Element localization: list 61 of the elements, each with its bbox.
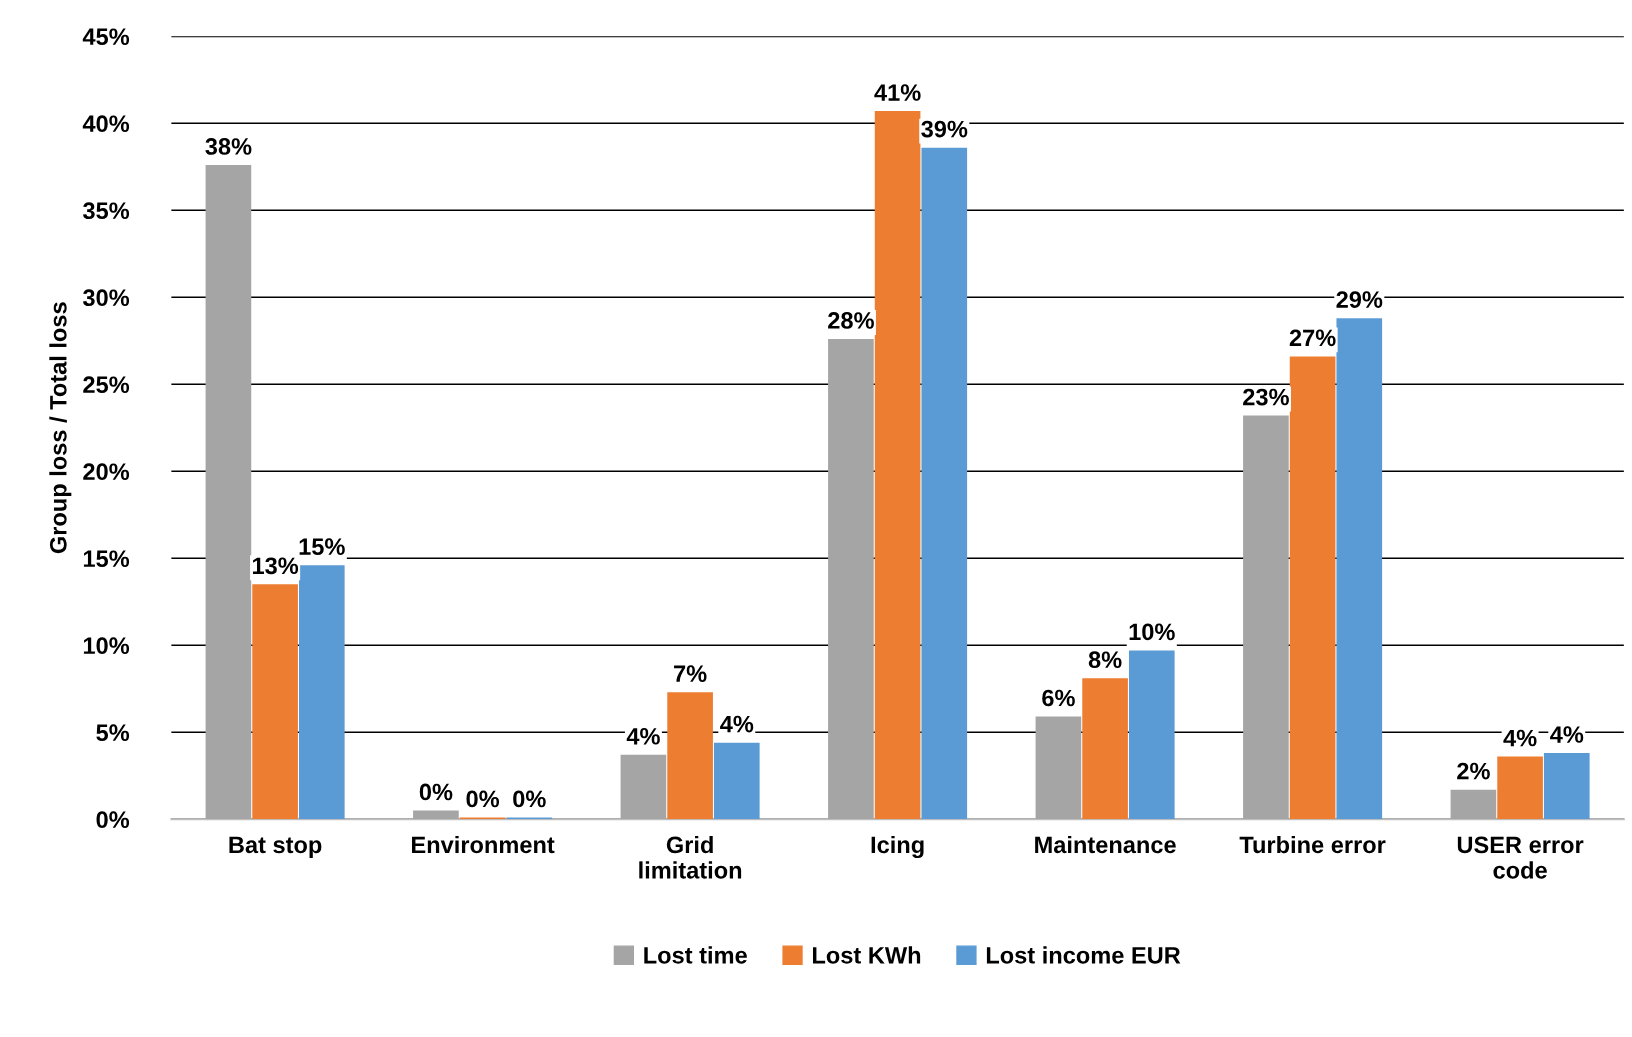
data-label: 10% — [1129, 623, 1175, 641]
bar — [252, 584, 298, 820]
data-label: 6% — [1042, 689, 1075, 707]
data-label: 8% — [1088, 651, 1122, 669]
bar — [298, 565, 345, 820]
bar — [1450, 789, 1497, 820]
data-label: 7% — [674, 665, 707, 682]
bar — [205, 165, 252, 820]
bar — [1543, 753, 1590, 820]
data-label: 0% — [419, 783, 453, 801]
x-tick-label: Icing — [871, 835, 924, 859]
y-tick-label: 5% — [96, 724, 130, 742]
data-label: 29% — [1336, 291, 1383, 308]
y-tick-label: 0% — [96, 811, 130, 829]
bar — [413, 810, 459, 820]
legend-label: Lost KWh — [813, 946, 921, 964]
x-tick-label: USER error code — [1457, 836, 1584, 879]
data-label: 0% — [513, 790, 546, 808]
bar — [828, 339, 874, 820]
bar — [921, 147, 968, 820]
data-label: 39% — [921, 120, 968, 138]
bar — [1497, 756, 1543, 820]
data-label: 23% — [1243, 388, 1289, 406]
data-label: 4% — [1503, 729, 1537, 747]
x-tick-label: Grid limitation — [639, 835, 742, 879]
x-tick-label: Environment — [412, 835, 555, 854]
data-label: 2% — [1457, 762, 1490, 780]
bar — [620, 754, 667, 820]
bar — [1035, 716, 1082, 820]
bar — [874, 111, 921, 820]
data-label: 4% — [626, 727, 660, 745]
bar — [1289, 356, 1336, 820]
data-label: 13% — [252, 557, 299, 575]
y-tick-label: 10% — [83, 637, 130, 655]
y-tick-label: 25% — [83, 376, 130, 394]
data-label: 4% — [720, 715, 754, 733]
x-tick-label: Turbine error — [1239, 835, 1386, 854]
legend-label: Lost time — [644, 946, 747, 964]
bar — [1243, 415, 1289, 820]
y-tick-label: 20% — [83, 463, 130, 481]
data-label: 38% — [205, 138, 252, 155]
y-tick-label: 35% — [82, 202, 130, 220]
legend-label: Lost income EUR — [986, 946, 1181, 964]
bar — [667, 692, 713, 820]
bar — [1128, 650, 1175, 820]
bar — [713, 742, 760, 820]
y-axis-title: Group loss / Total loss — [49, 302, 72, 554]
data-label: 28% — [828, 312, 874, 329]
x-tick-label: Maintenance — [1035, 835, 1176, 854]
data-label: 15% — [299, 538, 345, 555]
y-tick-label: 40% — [82, 115, 130, 133]
data-label: 0% — [466, 790, 500, 808]
y-tick-label: 45% — [82, 28, 130, 46]
y-tick-label: 30% — [82, 289, 130, 307]
bar — [1336, 318, 1383, 820]
y-tick-label: 15% — [83, 550, 130, 568]
x-tick-label: Bat stop — [229, 836, 322, 858]
data-label: 27% — [1289, 329, 1336, 347]
bar — [1082, 678, 1128, 820]
data-label: 4% — [1550, 726, 1584, 743]
data-label: 41% — [874, 84, 921, 101]
